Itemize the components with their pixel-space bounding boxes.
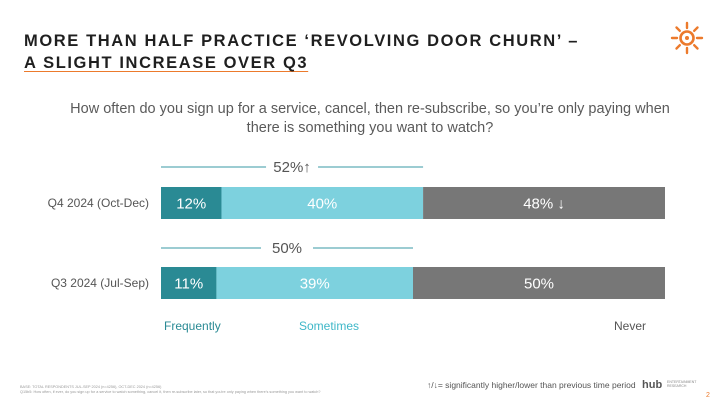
- footnote-base: BASE: TOTAL RESPONDENTS JUL-SEP 2024 (n=…: [20, 385, 162, 389]
- legend-never: Never: [614, 319, 647, 333]
- chart-bars: Q4 2024 (Oct-Dec) 12% 40% 48% ↓ 52%↑ Q3 2024 …: [48, 159, 665, 299]
- footnote: BASE: TOTAL RESPONDENTS JUL-SEP 2024 (n=…: [20, 385, 440, 395]
- category-label: Q4 2024 (Oct-Dec): [48, 196, 149, 210]
- net-label: 50%: [272, 240, 302, 257]
- bar-label-frequently: 11%: [174, 276, 203, 293]
- bar-sometimes: [216, 267, 413, 299]
- bar-never: [413, 267, 665, 299]
- bar-frequently: [161, 187, 222, 219]
- survey-question: How often do you sign up for a service, …: [70, 101, 670, 136]
- footnote-question: Q15b5: How often, if ever, do you sign u…: [20, 390, 321, 394]
- significance-note: ↑/↓= significantly higher/lower than pre…: [427, 380, 636, 390]
- bar-never: [423, 187, 665, 219]
- bar-frequently: [161, 267, 217, 299]
- bar-label-never: 48% ↓: [523, 196, 565, 213]
- net-label: 52%↑: [273, 159, 311, 176]
- legend-sometimes: Sometimes: [299, 319, 360, 333]
- bar-label-never: 50%: [524, 276, 554, 293]
- category-label: Q3 2024 (Jul-Sep): [51, 276, 149, 290]
- slide-title: MORE THAN HALF PRACTICE ‘REVOLVING DOOR …: [24, 30, 624, 74]
- title-line-1: MORE THAN HALF PRACTICE ‘REVOLVING DOOR …: [24, 32, 580, 50]
- title-line-2: A SLIGHT INCREASE OVER Q3: [24, 54, 309, 72]
- page-number: 2: [706, 392, 710, 399]
- bar-label-sometimes: 40%: [307, 196, 337, 213]
- bar-label-frequently: 12%: [176, 196, 206, 213]
- bar-label-sometimes: 39%: [300, 276, 330, 293]
- hub-logo: hub: [642, 379, 663, 391]
- hub-logo-subtitle: ENTERTAINMENT RESEARCH: [667, 380, 697, 388]
- bar-sometimes: [221, 187, 424, 219]
- sun-logo-icon: [670, 21, 704, 55]
- legend-frequently: Frequently: [164, 319, 221, 333]
